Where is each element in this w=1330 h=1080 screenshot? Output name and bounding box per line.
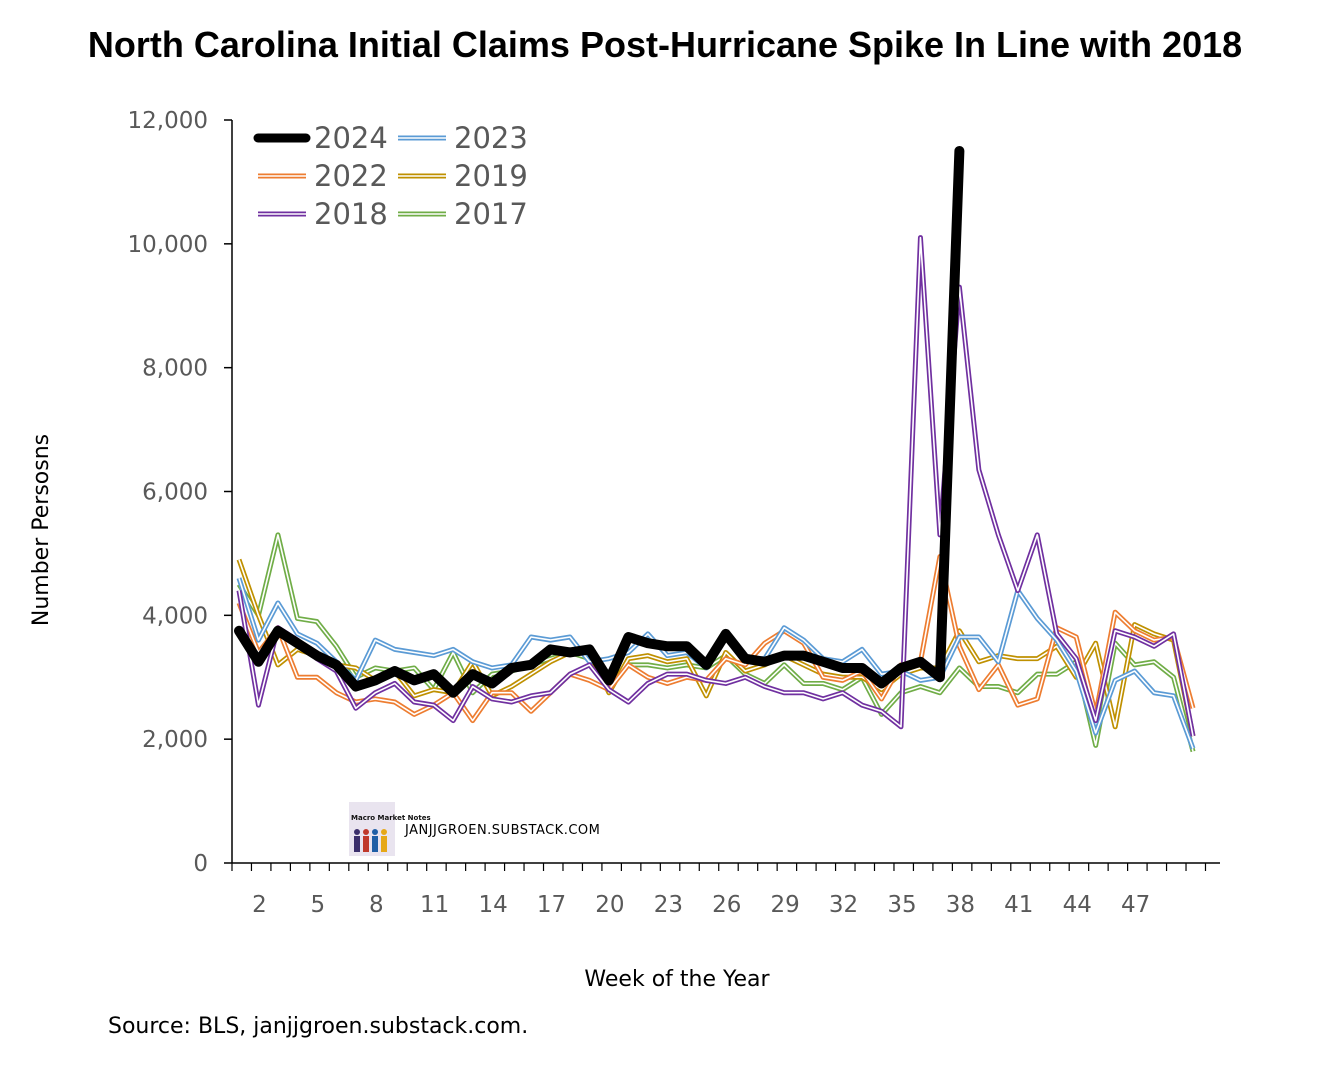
x-tick-label: 17 [537,892,566,918]
legend: 2024 2023 2022 2019 2018 2017 [253,121,528,231]
logo-figure-body [354,836,360,852]
series-line-inner-2022 [238,555,1194,722]
y-tick-label: 2,000 [142,727,208,753]
legend-label: 2019 [454,159,528,193]
x-tick-label: 38 [946,892,975,918]
chart-title: North Carolina Initial Claims Post-Hurri… [87,24,1243,65]
x-tick-label: 41 [1004,892,1033,918]
y-tick-label: 12,000 [128,108,208,134]
legend-label: 2018 [314,197,388,231]
y-tick-label: 6,000 [142,480,208,506]
y-axis-ticks: 0 2,000 4,000 6,000 8,000 10,000 12,000 [128,108,232,877]
legend-item-2017: 2017 [398,197,528,231]
logo-figure-head [372,829,378,835]
series-line-inner-2018 [238,236,1194,737]
logo-figure-head [381,829,387,835]
legend-label: 2017 [454,197,528,231]
logo-figure-body [372,836,378,852]
series-lines [234,145,1196,753]
x-tick-label: 35 [887,892,916,918]
watermark-logo-figures [354,829,387,852]
logo-figure-head [363,829,369,835]
x-tick-label: 20 [595,892,624,918]
y-tick-label: 4,000 [142,603,208,629]
source-note: Source: BLS, janjjgroen.substack.com. [108,1014,529,1039]
y-tick-label: 8,000 [142,356,208,382]
watermark-text: JANJJGROEN.SUBSTACK.COM [404,823,600,838]
legend-label: 2023 [454,121,528,155]
series-2022 [236,554,1196,724]
x-tick-label: 29 [771,892,800,918]
y-tick-label: 10,000 [128,232,208,258]
legend-item-2023: 2023 [398,121,528,155]
x-tick-label: 2 [252,892,267,918]
legend-item-2024: 2024 [253,121,388,155]
series-line-2024 [234,145,965,698]
x-axis-label: Week of the Year [584,967,770,992]
x-axis-ticks: 2 5 8 11 14 17 20 23 26 29 32 35 38 41 44 47 [231,863,1207,918]
axes [231,120,1220,864]
x-tick-label: 5 [311,892,326,918]
x-tick-label: 44 [1063,892,1092,918]
logo-figure-head [354,829,360,835]
watermark: Macro Market Notes JANJJGROEN.SUBSTACK.C… [349,802,600,856]
series-line-2022 [236,554,1196,724]
legend-label: 2024 [314,121,388,155]
y-axis-label: Number Persosns [29,434,54,626]
y-tick-label: 0 [193,851,208,877]
logo-figure-body [381,836,387,852]
x-tick-label: 26 [712,892,741,918]
x-tick-label: 8 [369,892,384,918]
x-tick-label: 23 [654,892,683,918]
legend-item-2019: 2019 [398,159,528,193]
series-2018 [236,235,1196,737]
x-tick-label: 47 [1121,892,1150,918]
x-tick-label: 32 [829,892,858,918]
logo-figure-body [363,836,369,852]
series-2024 [234,145,965,698]
legend-item-2022: 2022 [258,159,388,193]
x-tick-label: 14 [478,892,507,918]
x-tick-label: 11 [420,892,449,918]
watermark-logo-text: Macro Market Notes [351,814,431,822]
legend-label: 2022 [314,159,388,193]
legend-item-2018: 2018 [258,197,388,231]
